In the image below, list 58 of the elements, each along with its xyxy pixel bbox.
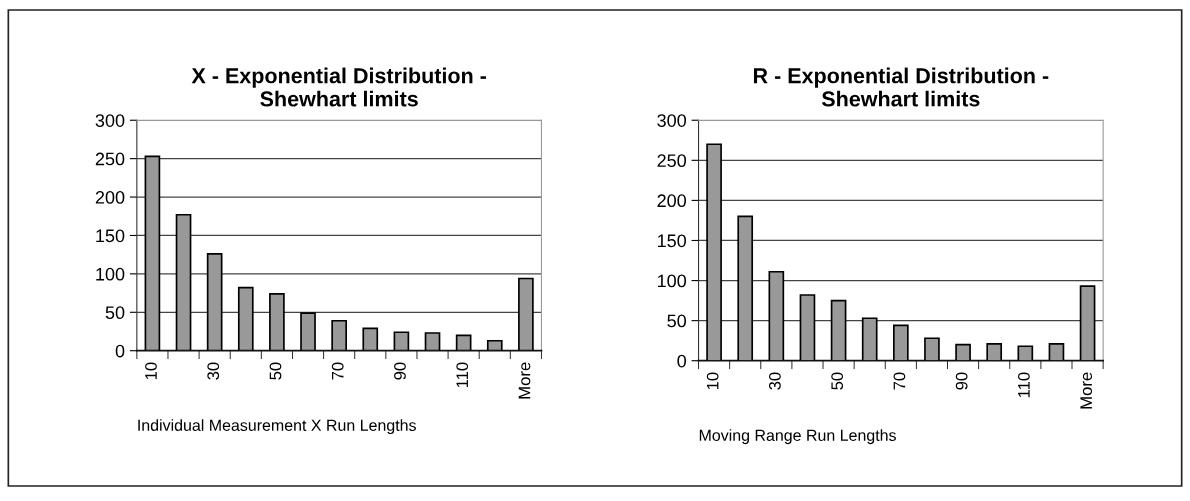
bar [269, 293, 285, 351]
bar [892, 324, 909, 361]
x-tick-label: 110 [1017, 372, 1030, 398]
bar [737, 215, 754, 361]
bar [799, 294, 816, 361]
bar [300, 312, 316, 351]
bar [955, 343, 971, 361]
bar [237, 286, 254, 351]
x-tick-label: 50 [269, 362, 282, 380]
bar [768, 270, 785, 361]
x-tick-label: 90 [394, 362, 406, 380]
y-tick-label: 0 [115, 344, 125, 358]
bar [175, 213, 192, 351]
x-tick-label: 30 [207, 362, 220, 380]
bar [486, 339, 503, 351]
x-axis-title: Individual Measurement X Run Lengths [138, 419, 416, 435]
x-tick-label: 10 [145, 362, 157, 380]
x-axis-title: Moving Range Run Lengths [699, 429, 896, 445]
y-tick-label: 50 [667, 314, 687, 328]
bar [424, 332, 441, 351]
bar [1048, 343, 1065, 361]
y-tick-label: 150 [96, 229, 125, 243]
bar [206, 253, 223, 351]
bar [1017, 345, 1034, 361]
chart-title: R - Exponential Distribution - Shewhart limits [753, 67, 1049, 107]
bar [331, 319, 347, 351]
x-tick-label: 30 [769, 372, 781, 390]
bar [393, 331, 410, 351]
bar [706, 143, 722, 361]
y-tick-label: 200 [95, 190, 125, 204]
bar [144, 155, 161, 351]
y-tick-label: 300 [95, 114, 125, 127]
y-tick-label: 0 [677, 354, 687, 368]
y-tick-label: 100 [96, 267, 125, 281]
x-tick-label: 90 [955, 372, 968, 390]
bar [830, 299, 847, 361]
y-tick-label: 250 [95, 152, 125, 166]
bar [924, 337, 940, 361]
y-tick-label: 50 [105, 306, 125, 320]
bar [362, 327, 379, 351]
x-tick-label: 70 [893, 372, 906, 390]
x-tick-label: 10 [706, 372, 719, 390]
bar [986, 343, 1003, 361]
bar [1079, 285, 1096, 361]
x-tick-label: More [518, 362, 531, 399]
bar [455, 334, 472, 351]
y-tick-label: 300 [657, 114, 687, 127]
x-tick-label: More [1080, 372, 1093, 409]
y-tick-label: 250 [657, 154, 687, 168]
bar [518, 277, 534, 351]
bar [861, 317, 878, 361]
y-tick-label: 100 [657, 274, 687, 288]
x-tick-label: 70 [331, 362, 344, 380]
y-tick-label: 150 [657, 234, 687, 248]
chart-title: X - Exponential Distribution - Shewhart limits [191, 67, 486, 107]
x-tick-label: 110 [456, 362, 469, 388]
y-tick-label: 200 [657, 194, 687, 208]
x-tick-label: 50 [831, 372, 844, 390]
